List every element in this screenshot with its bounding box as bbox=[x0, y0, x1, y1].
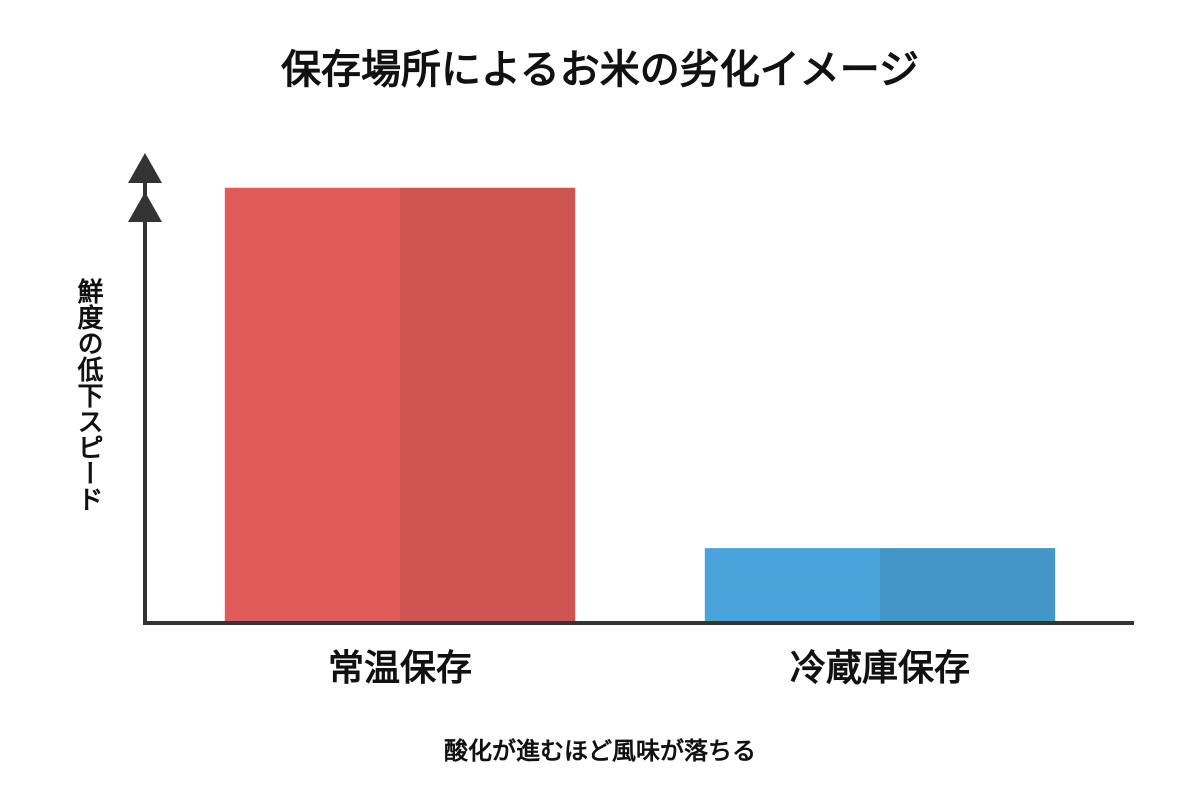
x-tick-label: 常温保存 bbox=[328, 648, 472, 689]
axis-arrow bbox=[128, 192, 162, 222]
y-axis-label: 鮮度の低下スピード bbox=[73, 278, 104, 512]
annotation: 酸化が進むほど風味が落ちる bbox=[444, 737, 756, 765]
bar-shade bbox=[880, 548, 1056, 623]
bar bbox=[704, 548, 1056, 623]
x-tick-label: 冷蔵庫保存 bbox=[790, 648, 970, 689]
chart-title: 保存場所によるお米の劣化イメージ bbox=[281, 47, 919, 93]
bars bbox=[224, 187, 1056, 623]
bar-shade bbox=[400, 187, 576, 623]
bar bbox=[224, 187, 576, 623]
axis-arrow bbox=[128, 153, 162, 183]
